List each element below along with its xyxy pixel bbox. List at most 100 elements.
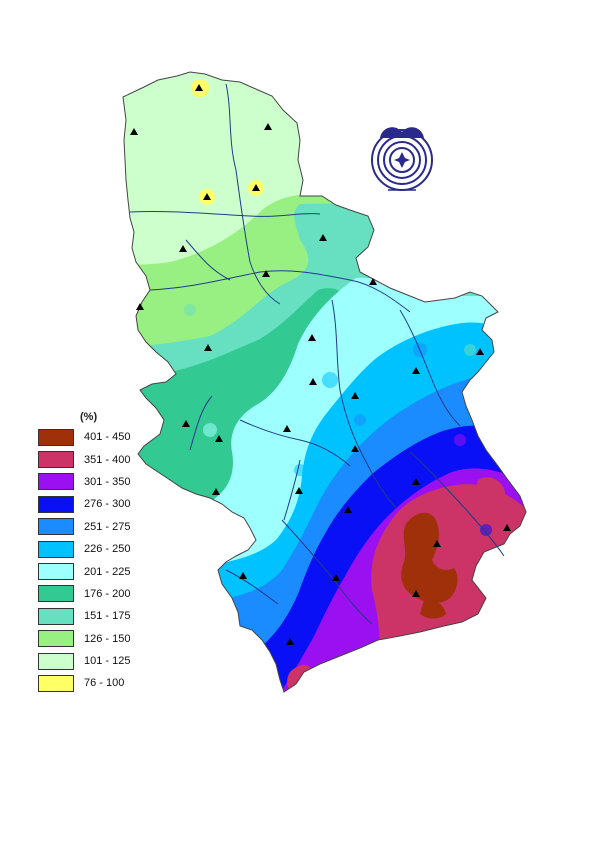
- triangle-marker-icon: [308, 334, 316, 341]
- legend-title: (%): [80, 411, 98, 423]
- zone-speckle: [264, 594, 276, 606]
- triangle-marker-icon: [412, 478, 420, 485]
- triangle-marker-icon: [203, 193, 211, 200]
- triangle-marker-icon: [212, 488, 220, 495]
- zone-speckle: [454, 434, 466, 446]
- triangle-marker-icon: [344, 506, 352, 513]
- legend-swatch: [38, 540, 74, 558]
- legend-swatch: [38, 451, 74, 469]
- logo-ring: [389, 147, 415, 173]
- institute-logo-icon: [371, 127, 433, 191]
- legend-label: 101 - 125: [84, 655, 131, 668]
- triangle-marker-icon: [412, 590, 420, 597]
- river: [239, 419, 351, 467]
- triangle-marker-icon: [412, 367, 420, 374]
- triangle-marker-icon: [130, 128, 138, 135]
- river: [185, 239, 231, 281]
- zone-speckle: [234, 464, 246, 476]
- legend-item: 301 - 350: [38, 471, 148, 493]
- triangle-marker-icon: [262, 270, 270, 277]
- logo-ring: [383, 141, 421, 179]
- legend-swatch: [38, 630, 74, 648]
- triangle-marker-icon: [136, 303, 144, 310]
- river: [283, 459, 301, 521]
- river: [189, 395, 213, 451]
- legend-item: 226 - 250: [38, 538, 148, 560]
- triangle-marker-icon: [286, 638, 294, 645]
- legend-item: 101 - 125: [38, 650, 148, 672]
- legend-label: 126 - 150: [84, 632, 131, 645]
- triangle-marker-icon: [319, 234, 327, 241]
- legend-swatch: [38, 607, 74, 625]
- triangle-marker-icon: [369, 278, 377, 285]
- triangle-marker-icon: [283, 425, 291, 432]
- legend-label: 301 - 350: [84, 475, 131, 488]
- legend-label: 76 - 100: [84, 677, 125, 690]
- legend-label: 401 - 450: [84, 431, 131, 444]
- triangle-marker-icon: [351, 445, 359, 452]
- logo-star: [394, 152, 410, 168]
- stations: [130, 84, 511, 645]
- triangle-marker-icon: [239, 572, 247, 579]
- legend-swatch: [38, 652, 74, 670]
- legend-item: 126 - 150: [38, 628, 148, 650]
- triangle-marker-icon: [433, 540, 441, 547]
- triangle-marker-icon: [295, 487, 303, 494]
- triangle-marker-icon: [503, 524, 511, 531]
- triangle-marker-icon: [215, 435, 223, 442]
- legend-label: 351 - 400: [84, 453, 131, 466]
- zone-speckle: [184, 304, 196, 316]
- legend-item: 401 - 450: [38, 426, 148, 448]
- triangle-marker-icon: [204, 344, 212, 351]
- triangle-marker-icon: [264, 123, 272, 130]
- river: [409, 451, 505, 557]
- legend-swatch: [38, 428, 74, 446]
- rivers: [129, 83, 505, 625]
- zone-401-450: [401, 512, 458, 604]
- zone-speckle: [333, 593, 347, 607]
- triangle-marker-icon: [252, 184, 260, 191]
- legend-item: 201 - 225: [38, 560, 148, 582]
- river: [225, 83, 281, 305]
- triangle-marker-icon: [195, 84, 203, 91]
- legend-label: 201 - 225: [84, 565, 131, 578]
- triangle-marker-icon: [351, 392, 359, 399]
- zone-speckle: [480, 524, 492, 536]
- river: [331, 299, 397, 509]
- legend-swatch: [38, 674, 74, 692]
- zone-speckle: [203, 423, 217, 437]
- legend-label: 176 - 200: [84, 587, 131, 600]
- map-legend: (%) 401 - 450 351 - 400 301 - 350 276 - 300…: [38, 408, 148, 695]
- legend-swatch: [38, 495, 74, 513]
- river: [225, 569, 279, 605]
- zone-speckle: [294, 464, 306, 476]
- triangle-marker-icon: [309, 378, 317, 385]
- legend-label: 276 - 300: [84, 498, 131, 511]
- legend-swatch: [38, 563, 74, 581]
- zone-351-400-spot: [476, 477, 506, 507]
- triangle-marker-icon: [476, 348, 484, 355]
- legend-label: 251 - 275: [84, 520, 131, 533]
- logo-cloud: [380, 127, 424, 138]
- zone-401-450: [420, 599, 446, 619]
- legend-item: 176 - 200: [38, 583, 148, 605]
- legend-swatch: [38, 585, 74, 603]
- legend-label: 151 - 175: [84, 610, 131, 623]
- legend-item: 76 - 100: [38, 672, 148, 694]
- triangle-marker-icon: [179, 245, 187, 252]
- legend-label: 226 - 250: [84, 543, 131, 556]
- river: [129, 210, 321, 217]
- legend-item: 276 - 300: [38, 493, 148, 515]
- legend-item: 151 - 175: [38, 605, 148, 627]
- zone-speckle: [464, 344, 476, 356]
- legend-item: 251 - 275: [38, 516, 148, 538]
- legend-item: 351 - 400: [38, 448, 148, 470]
- river: [399, 309, 461, 427]
- river: [149, 270, 411, 313]
- zone-speckle: [322, 372, 338, 388]
- legend-rows: 401 - 450 351 - 400 301 - 350 276 - 300 251 …: [38, 426, 148, 695]
- triangle-marker-icon: [182, 420, 190, 427]
- legend-swatch: [38, 518, 74, 536]
- zone-speckle: [354, 414, 366, 426]
